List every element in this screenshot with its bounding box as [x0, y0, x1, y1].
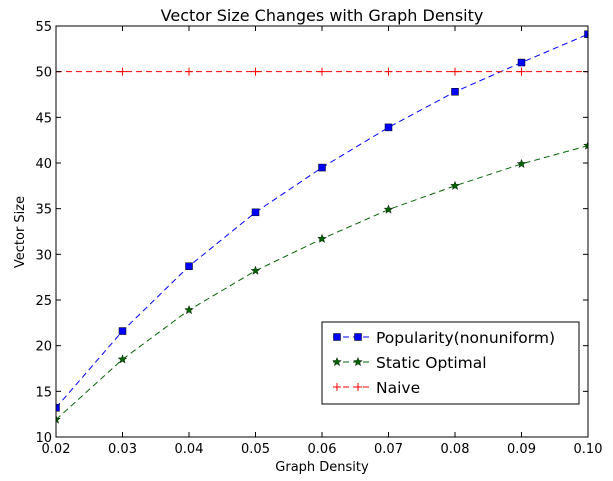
legend-marker-static-optimal — [353, 356, 363, 367]
series-popularity-nonuniform — [56, 30, 588, 412]
legend-marker-popularity-nonuniform — [354, 333, 362, 341]
y-tick-label: 15 — [35, 385, 52, 400]
data-point-popularity-nonuniform-0 — [56, 404, 60, 412]
y-tick-label: 40 — [35, 157, 52, 172]
data-point-static-optimal-1 — [117, 354, 128, 364]
legend-item-static-optimal: Static Optimal — [332, 354, 487, 372]
chart-title: Vector Size Changes with Graph Density — [161, 6, 484, 25]
legend-label-static-optimal: Static Optimal — [376, 354, 487, 372]
series-naive — [56, 67, 588, 76]
data-point-naive-7 — [517, 67, 526, 76]
data-point-naive-6 — [451, 67, 459, 76]
data-point-static-optimal-6 — [450, 180, 460, 190]
legend-marker-static-optimal — [332, 356, 342, 367]
x-tick-label: 0.09 — [507, 442, 536, 457]
data-point-static-optimal-7 — [516, 158, 527, 169]
data-point-naive-1 — [118, 67, 127, 76]
y-tick-label: 30 — [35, 248, 52, 263]
data-point-static-optimal-2 — [184, 304, 194, 315]
y-tick-label: 45 — [35, 111, 52, 126]
data-point-static-optimal-0 — [56, 414, 61, 424]
data-point-popularity-nonuniform-4 — [318, 163, 326, 172]
x-tick-label: 0.04 — [175, 442, 204, 457]
x-tick-label: 0.06 — [308, 442, 337, 457]
x-tick-label: 0.05 — [241, 442, 270, 457]
legend-label-popularity-nonuniform: Popularity(nonuniform) — [376, 329, 555, 347]
legend-box — [321, 321, 580, 405]
data-point-static-optimal-8 — [583, 140, 588, 150]
data-point-popularity-nonuniform-8 — [584, 30, 588, 38]
x-tick-label: 0.02 — [42, 442, 71, 457]
legend: Popularity(nonuniform) Static Optimal Naiv… — [321, 321, 580, 405]
x-tick-label: 0.07 — [374, 442, 403, 457]
data-point-naive-3 — [251, 67, 260, 76]
data-point-static-optimal-3 — [250, 265, 261, 275]
y-axis-label: Vector Size — [13, 196, 28, 268]
legend-item-naive: Naive — [333, 379, 420, 397]
x-axis-label: Graph Density — [275, 460, 369, 475]
data-point-naive-5 — [384, 67, 393, 76]
legend-label-naive: Naive — [376, 379, 420, 397]
data-point-popularity-nonuniform-1 — [118, 327, 127, 335]
data-point-popularity-nonuniform-2 — [185, 262, 193, 270]
legend-item-popularity-nonuniform: Popularity(nonuniform) — [333, 329, 555, 347]
x-tick-label: 0.03 — [108, 442, 137, 457]
data-point-static-optimal-4 — [317, 233, 327, 243]
y-tick-label: 55 — [35, 20, 52, 35]
data-point-static-optimal-5 — [383, 204, 394, 214]
plot-area — [56, 30, 588, 424]
data-point-popularity-nonuniform-5 — [384, 123, 393, 132]
axes-ticks: 0.02 0.03 0.04 0.05 0.06 0.07 0.08 0.09 0.10 10 15… — [35, 20, 602, 457]
data-point-naive-2 — [185, 67, 193, 76]
legend-marker-naive — [354, 383, 362, 391]
legend-marker-naive — [333, 383, 341, 391]
series-static-optimal — [56, 140, 588, 424]
y-tick-label: 25 — [35, 294, 52, 309]
y-tick-label: 20 — [35, 340, 52, 355]
data-point-popularity-nonuniform-7 — [517, 58, 526, 67]
y-tick-label: 50 — [35, 66, 52, 81]
y-tick-label: 10 — [35, 431, 52, 446]
data-point-naive-4 — [318, 67, 326, 76]
data-point-popularity-nonuniform-6 — [451, 88, 459, 96]
x-tick-label: 0.08 — [441, 442, 470, 457]
data-point-popularity-nonuniform-3 — [251, 208, 260, 217]
y-tick-label: 35 — [35, 203, 52, 218]
x-tick-label: 0.10 — [574, 442, 603, 457]
legend-marker-popularity-nonuniform — [333, 333, 341, 341]
